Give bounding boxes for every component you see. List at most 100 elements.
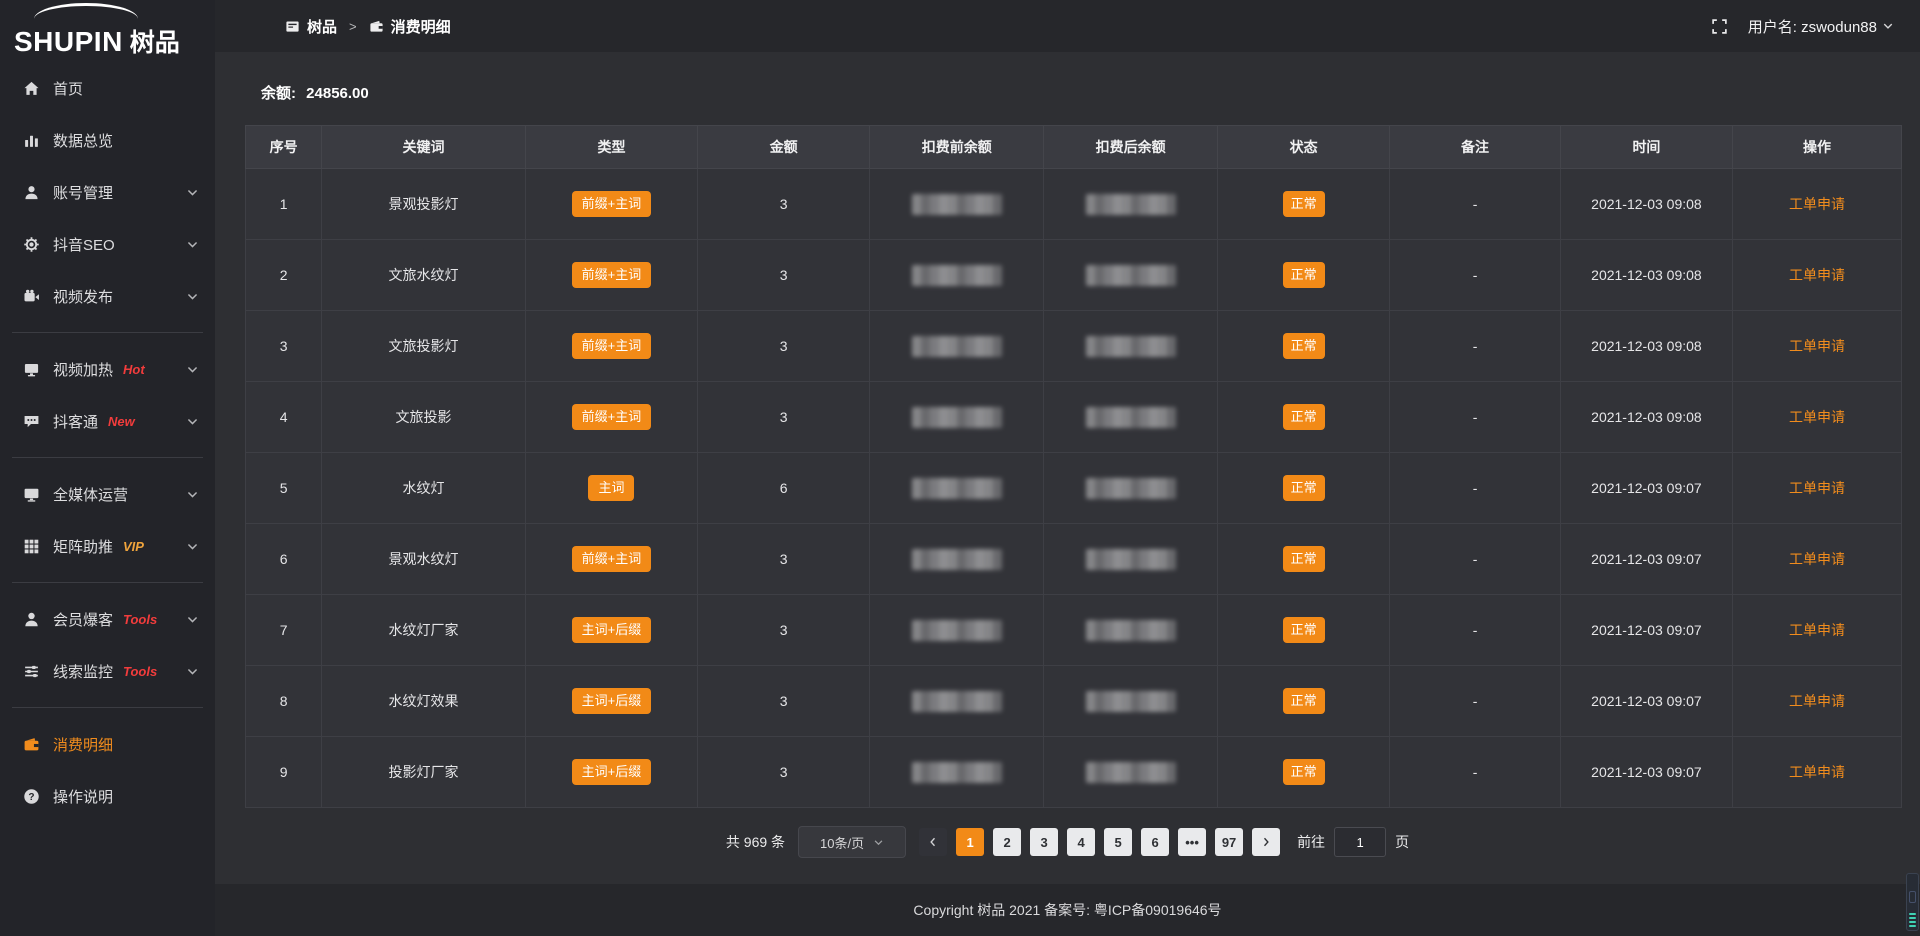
cell-pre_balance	[869, 736, 1045, 808]
cell-index: 8	[244, 665, 323, 737]
sidebar-item-video-heating[interactable]: 视频加热 Hot	[0, 343, 215, 395]
sidebar-item-home[interactable]: 首页	[0, 62, 215, 114]
fullscreen-icon[interactable]	[1711, 18, 1728, 35]
cell-keyword: 水纹灯效果	[321, 665, 526, 737]
action-link[interactable]: 工单申请	[1789, 196, 1846, 212]
sidebar-item-member-burst[interactable]: 会员爆客 Tools	[0, 593, 215, 645]
page-button-2[interactable]: 2	[993, 828, 1022, 856]
page-button-4[interactable]: 4	[1067, 828, 1096, 856]
action-link[interactable]: 工单申请	[1789, 693, 1846, 709]
user-dropdown[interactable]: 用户名: zswodun88	[1748, 16, 1894, 37]
cell-status: 正常	[1217, 594, 1391, 666]
masked-value	[911, 761, 1002, 783]
sidebar-item-data-overview[interactable]: 数据总览	[0, 114, 215, 166]
sidebar-item-tag: VIP	[123, 538, 144, 554]
page-size-select[interactable]: 10条/页	[798, 826, 907, 858]
masked-value	[911, 335, 1002, 357]
action-link[interactable]: 工单申请	[1789, 480, 1846, 496]
cell-index: 7	[244, 594, 323, 666]
column-header-pre_balance: 扣费前余额	[869, 125, 1045, 169]
floating-widget[interactable]	[1906, 873, 1919, 931]
table-row: 8 水纹灯效果 主词+后缀 3 正常 -2021-12-03 09:07 工单申请	[244, 665, 1902, 737]
status-badge: 正常	[1282, 404, 1325, 430]
sliders-icon	[23, 663, 40, 680]
table-row: 6 景观水纹灯 前缀+主词 3 正常 -2021-12-03 09:07 工单申请	[244, 523, 1902, 595]
sidebar-item-consumption-details[interactable]: 消费明细	[0, 718, 215, 770]
prev-page-button[interactable]	[919, 828, 948, 856]
breadcrumb-item-shupin[interactable]: 树品	[285, 16, 337, 37]
action-link[interactable]: 工单申请	[1789, 267, 1846, 283]
action-link[interactable]: 工单申请	[1789, 622, 1846, 638]
next-page-button[interactable]	[1252, 828, 1281, 856]
page-button-3[interactable]: 3	[1030, 828, 1059, 856]
breadcrumb-separator: >	[349, 18, 357, 34]
page-button-6[interactable]: 6	[1141, 828, 1170, 856]
goto-page-input[interactable]	[1334, 827, 1387, 857]
cell-type: 主词+后缀	[524, 736, 699, 808]
cell-post_balance	[1043, 452, 1219, 524]
username-label: 用户名: zswodun88	[1747, 18, 1877, 36]
chevron-down-icon	[186, 186, 199, 199]
cell-time: 2021-12-03 09:07	[1559, 594, 1734, 666]
action-link[interactable]: 工单申请	[1789, 551, 1846, 567]
column-header-amount: 金额	[697, 125, 871, 169]
page-button-1[interactable]: 1	[956, 828, 985, 856]
chevron-down-icon	[186, 540, 199, 553]
type-badge: 主词+后缀	[571, 617, 652, 643]
cell-remark: -	[1389, 736, 1561, 808]
sidebar-item-label: 操作说明	[53, 788, 114, 806]
sidebar-menu: 首页 数据总览 账号管理 抖音SEO 视频发布视频加热 Hot 抖客通 New 全媒体运营 矩阵助…	[0, 56, 215, 822]
display-icon	[23, 361, 40, 378]
cell-remark: -	[1389, 310, 1561, 382]
sidebar-item-operation-guide[interactable]: ? 操作说明	[0, 770, 215, 822]
sidebar-item-label: 视频加热	[53, 361, 114, 379]
cell-amount: 3	[697, 736, 871, 808]
page-ellipsis[interactable]: •••	[1178, 828, 1207, 856]
table-header-row: 序号 关键词 类型 金额 扣费前余额 扣费后余额 状态 备注 时间 操作	[244, 125, 1902, 169]
menu-divider	[12, 707, 203, 708]
chart-icon	[23, 132, 40, 149]
chevron-down-icon	[186, 488, 199, 501]
chevron-down-icon	[873, 837, 884, 848]
balance-label: 余额:	[261, 85, 296, 102]
cell-type: 前缀+主词	[524, 310, 699, 382]
breadcrumb-item-consumption-details[interactable]: 消费明细	[369, 16, 451, 37]
page-button-97[interactable]: 97	[1215, 828, 1244, 856]
masked-value	[1085, 761, 1176, 783]
action-link[interactable]: 工单申请	[1789, 409, 1846, 425]
cell-keyword: 景观投影灯	[321, 168, 526, 240]
type-badge: 前缀+主词	[571, 333, 652, 359]
page-buttons: 1 2 3 4 5 6 ••• 97	[956, 828, 1244, 856]
masked-value	[1085, 193, 1176, 215]
action-link[interactable]: 工单申请	[1789, 338, 1846, 354]
sidebar-item-douyin-seo[interactable]: 抖音SEO	[0, 218, 215, 270]
chat-icon	[23, 413, 40, 430]
sidebar-item-lead-monitor[interactable]: 线索监控 Tools	[0, 645, 215, 697]
footer: Copyright 树品 2021 备案号: 粤ICP备09019646号	[215, 884, 1920, 936]
column-header-type: 类型	[524, 125, 699, 169]
logo-arc-decoration	[34, 3, 138, 19]
sidebar-item-video-publish[interactable]: 视频发布	[0, 270, 215, 322]
cell-action: 工单申请	[1732, 594, 1902, 666]
page-button-5[interactable]: 5	[1104, 828, 1133, 856]
sidebar-item-all-media-operation[interactable]: 全媒体运营	[0, 468, 215, 520]
column-header-index: 序号	[244, 125, 323, 169]
sidebar-item-account-management[interactable]: 账号管理	[0, 166, 215, 218]
cell-index: 5	[244, 452, 323, 524]
table-row: 7 水纹灯厂家 主词+后缀 3 正常 -2021-12-03 09:07 工单申请	[244, 594, 1902, 666]
masked-value	[1085, 335, 1176, 357]
breadcrumb-label: 树品	[307, 18, 338, 36]
sidebar-item-matrix-boost[interactable]: 矩阵助推 VIP	[0, 520, 215, 572]
sidebar-item-douketong[interactable]: 抖客通 New	[0, 395, 215, 447]
cell-post_balance	[1043, 594, 1219, 666]
goto-suffix: 页	[1395, 834, 1410, 850]
sidebar-item-label: 抖客通	[53, 413, 99, 431]
sidebar-item-label: 消费明细	[53, 736, 114, 754]
cell-status: 正常	[1217, 239, 1391, 311]
status-badge: 正常	[1282, 617, 1325, 643]
sidebar-item-tag: Tools	[123, 663, 158, 679]
cell-keyword: 文旅投影	[321, 381, 526, 453]
sidebar-item-label: 会员爆客	[53, 611, 114, 629]
cell-action: 工单申请	[1732, 452, 1902, 524]
action-link[interactable]: 工单申请	[1789, 764, 1846, 780]
